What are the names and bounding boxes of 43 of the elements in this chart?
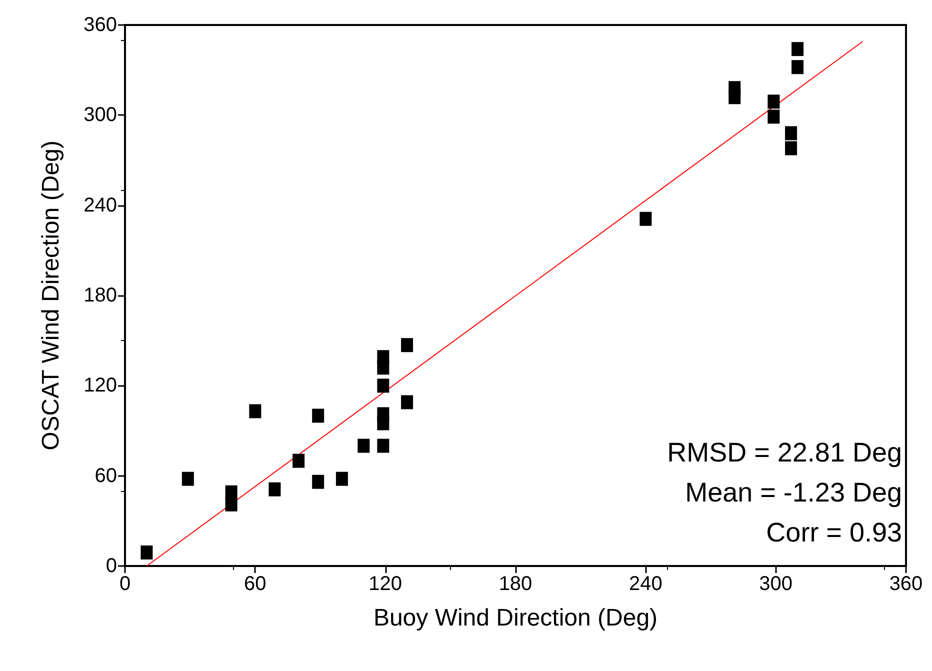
point [640,212,652,226]
x-tick-label: 240 [628,573,662,595]
point [225,497,238,512]
x-tick-label: 120 [368,573,402,595]
point [140,545,153,560]
y-tick-label: 60 [94,464,117,487]
point [728,90,741,104]
point [377,360,390,375]
point [377,378,390,393]
y-tick-label: 300 [84,104,117,126]
point [785,126,798,140]
point [182,472,194,486]
x-axis-title: Buoy Wind Direction (Deg) [373,604,658,632]
point [401,395,414,410]
point [792,42,804,56]
y-tick-label: 360 [84,14,117,36]
y-tick-label: 240 [84,194,117,216]
point [312,408,324,423]
x-tick-label: 0 [119,573,131,595]
annotation: RMSD = 22.81 Deg [667,438,902,468]
point [377,438,390,453]
point [377,416,390,430]
point [249,404,262,418]
y-tick-label: 0 [106,555,117,577]
point [768,110,780,124]
y-axis-title: OSCAT Wind Direction (Deg) [38,140,64,450]
point [401,338,414,352]
annotation: Mean = -1.23 Deg [685,478,902,508]
y-tick-label: 120 [84,374,117,397]
annotation: Corr = 0.93 [766,518,902,548]
point [785,141,798,156]
point [292,454,305,468]
point [792,60,804,74]
x-tick-label: 60 [244,573,266,595]
x-tick-label: 180 [498,573,532,595]
x-tick-label: 300 [759,573,793,595]
x-tick-label: 360 [889,573,923,595]
y-tick-label: 180 [84,284,117,306]
point [358,438,370,453]
point [312,474,324,489]
point [268,482,281,496]
point [768,94,780,109]
point [336,472,348,486]
